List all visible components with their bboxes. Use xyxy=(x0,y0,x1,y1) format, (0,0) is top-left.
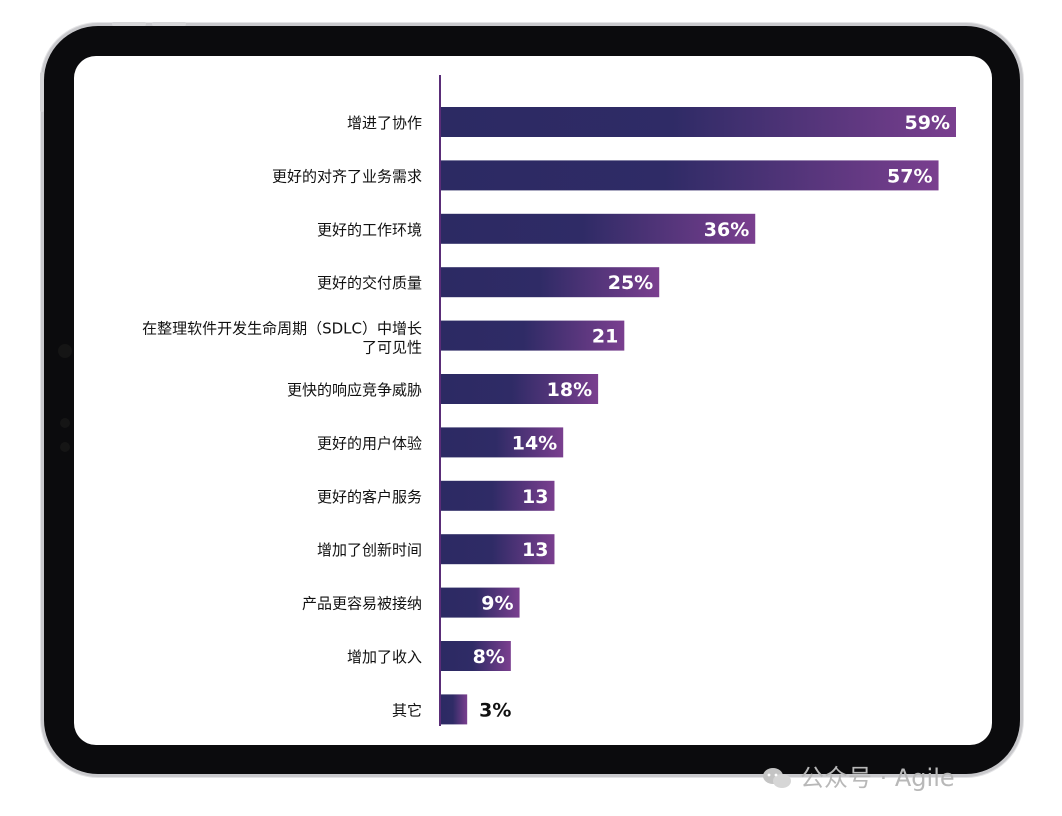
category-label: 增进了协作 xyxy=(347,114,422,132)
value-label: 21 xyxy=(592,326,618,348)
bar xyxy=(441,587,520,618)
category-label: 更好的工作环境 xyxy=(317,221,422,239)
bar xyxy=(441,480,555,511)
sensor-icon xyxy=(60,418,70,428)
bar-chart: 增进了协作 59% 更好的对齐了业务需求 57% 更好的工作环境 36% 更好的交付质量 25… xyxy=(142,75,956,726)
value-label: 13 xyxy=(522,486,548,508)
value-label: 14% xyxy=(512,432,557,454)
wechat-icon xyxy=(763,768,791,788)
value-label: 36% xyxy=(704,219,749,241)
bar xyxy=(441,534,555,565)
category-label: 在整理软件开发生命周期（SDLC）中增长了可见性 xyxy=(142,320,422,357)
bar xyxy=(441,427,564,458)
watermark: 公众号 · Agile xyxy=(762,758,955,793)
bar xyxy=(441,641,511,671)
value-label: 3% xyxy=(479,699,511,721)
category-label: 更好的客户服务 xyxy=(317,488,422,506)
category-label: 增加了创新时间 xyxy=(317,541,422,559)
top-button xyxy=(152,22,186,26)
sensor-icon xyxy=(60,442,70,452)
camera-lens-icon xyxy=(58,344,72,358)
bar xyxy=(441,107,956,137)
bar xyxy=(441,213,756,244)
bar xyxy=(441,160,939,191)
tablet-frame: 增进了协作 59% 更好的对齐了业务需求 57% 更好的工作环境 36% 更好的交付质量 25… xyxy=(44,26,1020,774)
category-label: 其它 xyxy=(392,701,422,719)
value-label: 13 xyxy=(522,539,548,561)
value-label: 9% xyxy=(481,593,513,615)
bar xyxy=(441,374,599,404)
category-label: 增加了收入 xyxy=(347,648,422,666)
value-label: 8% xyxy=(473,646,505,668)
tablet-screen: 增进了协作 59% 更好的对齐了业务需求 57% 更好的工作环境 36% 更好的交付质量 25… xyxy=(74,56,992,745)
value-label: 25% xyxy=(608,272,653,294)
top-button xyxy=(112,22,146,26)
value-label: 57% xyxy=(887,165,932,187)
category-label: 更好的用户体验 xyxy=(317,434,422,452)
category-label: 更快的响应竞争威胁 xyxy=(287,381,422,399)
bar xyxy=(441,267,660,298)
category-label: 更好的对齐了业务需求 xyxy=(272,167,422,185)
category-label: 产品更容易被接纳 xyxy=(302,595,422,613)
value-label: 18% xyxy=(547,379,592,401)
watermark-text: 公众号 · Agile xyxy=(800,764,955,792)
side-button xyxy=(40,72,44,112)
bar xyxy=(441,694,468,725)
category-label: 更好的交付质量 xyxy=(317,274,422,292)
value-label: 59% xyxy=(905,112,950,134)
bar xyxy=(441,320,625,351)
